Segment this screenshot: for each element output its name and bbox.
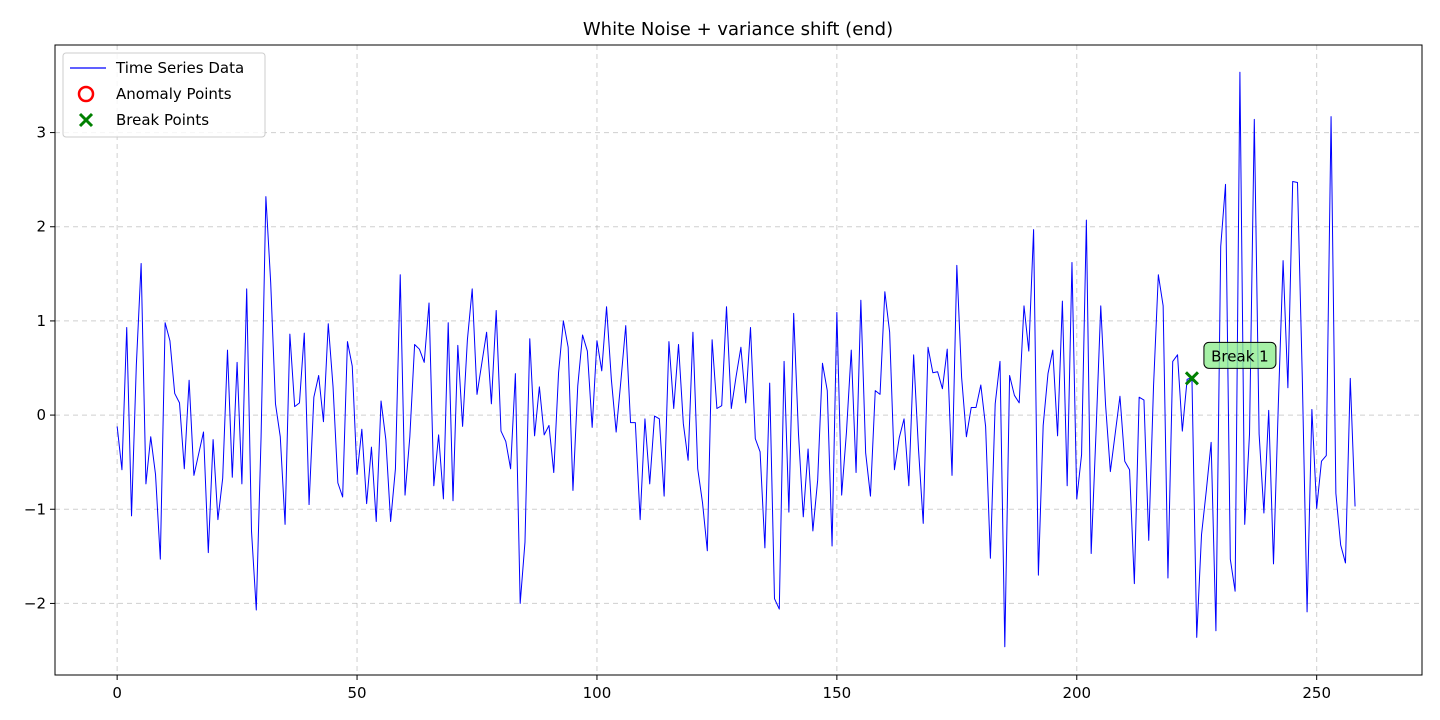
y-tick-label: −2 xyxy=(24,594,46,612)
y-axis: −2 −1 0 1 2 3 xyxy=(24,124,55,612)
chart-title: White Noise + variance shift (end) xyxy=(583,19,893,40)
series-line xyxy=(116,71,1356,648)
legend-label: Time Series Data xyxy=(115,59,244,77)
y-tick-label: 3 xyxy=(36,124,46,142)
x-tick-label: 250 xyxy=(1302,684,1331,702)
legend: Time Series Data Anomaly Points Break Poin… xyxy=(62,52,266,138)
legend-item: Anomaly Points xyxy=(77,85,232,103)
x-tick-label: 50 xyxy=(347,684,366,702)
x-tick-label: 200 xyxy=(1062,684,1091,702)
legend-circle-swatch xyxy=(77,85,95,103)
x-axis: 0 50 100 150 200 250 xyxy=(112,675,1331,702)
break-label-box xyxy=(1203,341,1277,369)
break-label: Break 1 xyxy=(1211,347,1269,365)
plot-frame xyxy=(54,44,1423,676)
legend-label: Break Points xyxy=(116,111,209,129)
x-tick-label: 100 xyxy=(583,684,612,702)
grid xyxy=(55,45,1422,675)
x-tick-label: 0 xyxy=(112,684,122,702)
y-tick-label: 1 xyxy=(36,312,46,330)
y-tick-label: −1 xyxy=(24,500,46,518)
legend-item: Time Series Data xyxy=(70,59,244,77)
y-tick-label: 0 xyxy=(36,406,46,424)
x-tick-label: 150 xyxy=(823,684,852,702)
break-points-layer: Break 1 xyxy=(1184,341,1277,386)
break-point-marker xyxy=(1184,371,1199,386)
y-tick-label: 2 xyxy=(36,218,46,236)
legend-label: Anomaly Points xyxy=(116,85,232,103)
series-layer xyxy=(116,71,1356,648)
legend-item: Break Points xyxy=(78,111,209,129)
legend-frame xyxy=(62,52,266,138)
